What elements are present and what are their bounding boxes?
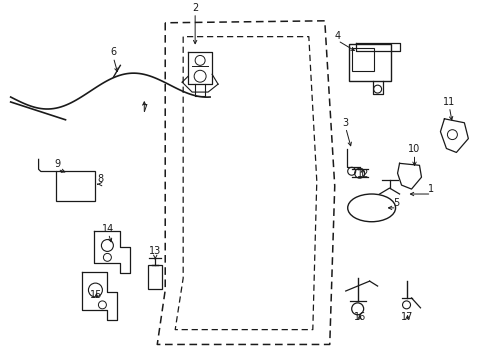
Text: 17: 17 — [401, 312, 413, 322]
Text: 14: 14 — [102, 224, 114, 234]
Text: 11: 11 — [443, 97, 455, 107]
Text: 10: 10 — [407, 144, 420, 154]
Text: 5: 5 — [393, 198, 399, 208]
Text: 3: 3 — [342, 118, 348, 128]
Text: 12: 12 — [356, 169, 368, 179]
Bar — [348, 44, 390, 81]
Text: 9: 9 — [54, 159, 61, 169]
Bar — [148, 265, 162, 289]
Text: 6: 6 — [110, 48, 116, 58]
Text: 1: 1 — [427, 184, 434, 194]
Bar — [351, 48, 373, 71]
Bar — [56, 171, 95, 201]
Text: 16: 16 — [353, 312, 365, 322]
Text: 8: 8 — [97, 174, 103, 184]
Text: 2: 2 — [192, 3, 198, 13]
Text: 15: 15 — [90, 290, 102, 300]
Text: 4: 4 — [334, 31, 340, 41]
Text: 13: 13 — [149, 246, 161, 256]
Text: 7: 7 — [141, 104, 147, 114]
